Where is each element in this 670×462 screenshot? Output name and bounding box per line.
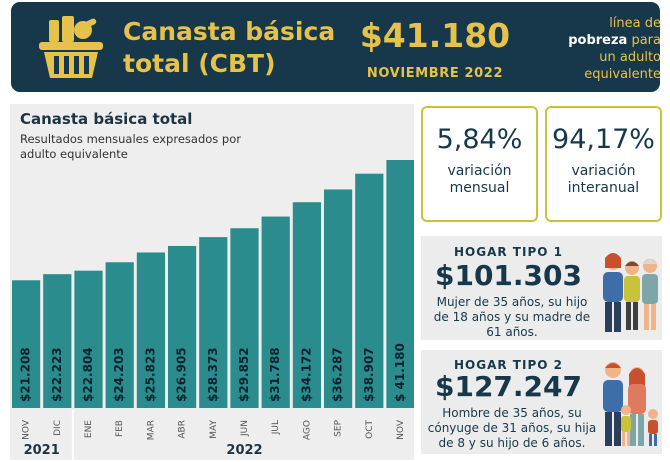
hogar-1-amount: $101.303 <box>434 259 582 292</box>
chart-subtitle-line1: Resultados mensuales expresados por <box>20 132 241 146</box>
variacion-interanual-label-line2: interanual <box>567 180 640 196</box>
chart-panel: $21.208 NOV $22.223 DIC $22.804 ENE $24.203 FEB… <box>10 104 414 460</box>
header-title: Canasta básica total (CBT) <box>123 16 335 80</box>
bar-label-8: $31.788 <box>268 347 282 402</box>
bar-label-12: $ 41.180 <box>393 343 407 402</box>
bar-label-10: $36.287 <box>331 347 345 402</box>
variacion-interanual-label-line1: variación <box>571 163 636 179</box>
hogar-1-title: HOGAR TIPO 1 <box>454 245 563 259</box>
bar-2 <box>74 270 103 408</box>
hogar-1-description: Mujer de 35 años, su hijo de 18 años y s… <box>425 295 599 340</box>
card-variacion-interanual: 94,17% variación interanual <box>545 106 662 222</box>
variacion-mensual-value: 5,84% <box>436 124 523 155</box>
bar-label-7: $29.852 <box>237 347 251 402</box>
card-variacion-mensual: 5,84% variación mensual <box>421 106 538 222</box>
year-label-1: 2022 <box>226 443 262 458</box>
x-tick-label-0: NOV <box>22 419 32 440</box>
bar-6 <box>199 237 228 408</box>
variacion-mensual-label-line2: mensual <box>449 180 510 196</box>
variacion-mensual-label-line1: variación <box>447 163 512 179</box>
hogar-tipo-2-card: HOGAR TIPO 2 $127.247 Hombre de 35 años,… <box>421 350 662 454</box>
poverty-line1: línea de <box>609 16 661 31</box>
poverty-line4: equivalente <box>584 67 661 82</box>
x-tick-label-12: NOV <box>396 419 406 440</box>
bar-label-9: $34.172 <box>299 347 313 402</box>
bar-0 <box>12 280 41 408</box>
x-tick-label-7: JUN <box>240 420 250 437</box>
variacion-mensual-label: variación mensual <box>423 163 536 197</box>
bar-label-5: $26.905 <box>175 347 189 402</box>
bar-10 <box>324 189 353 408</box>
header-month: NOVIEMBRE 2022 <box>366 66 504 81</box>
bar-label-0: $21.208 <box>19 347 33 402</box>
year-label-0: 2021 <box>24 443 60 458</box>
bar-12 <box>386 160 414 408</box>
x-tick-label-6: MAY <box>209 420 219 439</box>
hogar-1-desc-line1: Mujer de 35 años, su hijo <box>436 295 588 309</box>
hogar-2-description: Hombre de 35 años, su cónyuge de 31 años… <box>425 406 599 451</box>
poverty-bold: pobreza <box>568 33 628 48</box>
bar-label-6: $28.373 <box>206 347 220 402</box>
x-tick-label-11: OCT <box>365 420 375 439</box>
hogar-2-title: HOGAR TIPO 2 <box>454 358 563 372</box>
header-title-line2: total (CBT) <box>123 49 276 78</box>
x-tick-label-1: DIC <box>53 420 63 436</box>
hogar-2-desc-line1: Hombre de 35 años, su <box>442 406 582 420</box>
bar-4 <box>136 252 165 408</box>
variacion-interanual-label: variación interanual <box>547 163 660 197</box>
x-tick-label-10: SEP <box>334 419 344 436</box>
poverty-line3: un adulto <box>599 50 661 65</box>
chart-title: Canasta básica total <box>20 110 193 128</box>
variacion-interanual-value: 94,17% <box>552 124 655 155</box>
bar-8 <box>261 216 290 408</box>
basket-icon <box>39 16 103 78</box>
hogar-1-desc-line2: de 18 años y su madre de <box>433 310 591 324</box>
x-tick-label-2: ENE <box>84 420 94 438</box>
bar-11 <box>355 173 384 408</box>
header-banner: Canasta básica total (CBT) $41.180 NOVIE… <box>11 2 661 92</box>
bar-chart: $21.208 NOV $22.223 DIC $22.804 ENE $24.203 FEB… <box>12 160 414 460</box>
bar-label-11: $38.907 <box>362 347 376 402</box>
header-poverty-note: línea de pobreza para un adulto equivale… <box>539 15 661 83</box>
bar-7 <box>230 228 259 408</box>
hogar-2-desc-line3: de 8 y su hijo de 6 años. <box>438 436 586 450</box>
bar-1 <box>43 274 72 408</box>
bar-label-3: $24.203 <box>112 347 126 402</box>
family-2-icon <box>603 362 658 446</box>
bar-3 <box>105 262 134 408</box>
header-title-line1: Canasta básica <box>123 17 336 46</box>
hogar-tipo-1-card: HOGAR TIPO 1 $101.303 Mujer de 35 años, … <box>421 236 662 340</box>
bar-9 <box>292 202 321 408</box>
x-tick-label-5: ABR <box>178 420 188 439</box>
bar-label-4: $25.823 <box>143 347 157 402</box>
x-tick-label-3: FEB <box>115 420 125 437</box>
x-tick-label-8: JUL <box>271 420 281 435</box>
header-amount: $41.180 <box>359 16 511 55</box>
poverty-rest: para <box>627 33 661 48</box>
poverty-line2: pobreza para <box>539 32 661 49</box>
hogar-2-amount: $127.247 <box>434 370 582 403</box>
hogar-1-desc-line3: 61 años. <box>486 325 538 339</box>
bar-5 <box>168 245 197 408</box>
bar-label-2: $22.804 <box>81 347 95 402</box>
chart-subtitle: Resultados mensuales expresados por adul… <box>20 132 280 162</box>
bar-label-1: $22.223 <box>50 347 64 402</box>
hogar-2-desc-line2: cónyuge de 31 años, su hija <box>427 421 597 435</box>
x-tick-label-9: AGO <box>302 420 312 440</box>
x-tick-label-4: MAR <box>146 420 156 440</box>
chart-subtitle-line2: adulto equivalente <box>20 147 128 161</box>
family-1-icon <box>603 253 658 332</box>
